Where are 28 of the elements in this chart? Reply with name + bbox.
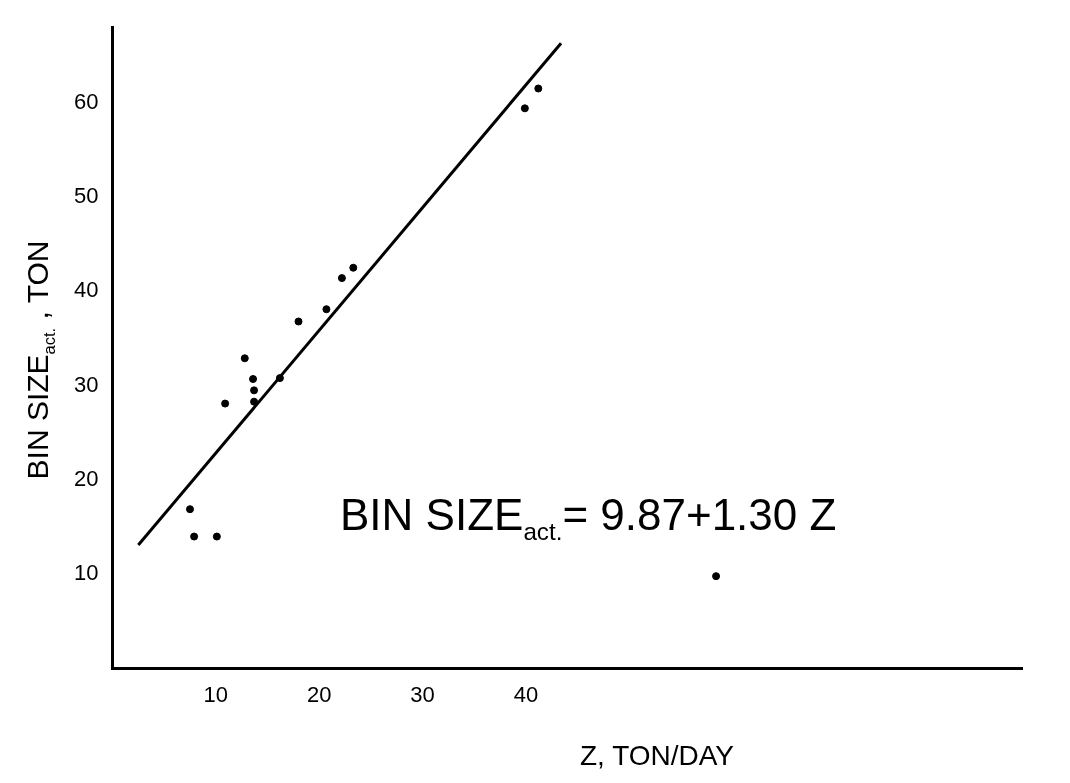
y-tick-label: 50 bbox=[73, 183, 99, 209]
point bbox=[240, 354, 249, 363]
annotation: BIN SIZE$_{act.}$= 9.87+1.30 Z bbox=[340, 490, 837, 546]
point bbox=[249, 375, 258, 384]
point bbox=[250, 386, 259, 395]
x-tick-label: 20 bbox=[306, 681, 332, 707]
y-tick-label: 60 bbox=[73, 88, 99, 114]
point bbox=[221, 399, 230, 408]
x-axis-title: Z, TON/DAY bbox=[580, 740, 735, 772]
y-tick-label: 40 bbox=[73, 277, 99, 303]
point bbox=[294, 317, 303, 326]
point bbox=[520, 104, 529, 113]
y-tick-label: 10 bbox=[73, 560, 99, 586]
point bbox=[337, 274, 346, 283]
point bbox=[712, 572, 721, 581]
x-tick-label: 30 bbox=[410, 681, 435, 707]
point bbox=[190, 532, 199, 541]
x-tick-label: 10 bbox=[203, 681, 229, 707]
y-tick-label: 30 bbox=[73, 371, 99, 397]
y-tick-label: 20 bbox=[73, 466, 99, 492]
point bbox=[322, 305, 331, 314]
point bbox=[534, 84, 543, 93]
point bbox=[275, 374, 284, 383]
x-tick-label: 40 bbox=[513, 681, 539, 707]
point bbox=[349, 263, 358, 272]
point bbox=[212, 532, 221, 541]
point bbox=[185, 505, 194, 514]
point bbox=[250, 397, 259, 406]
